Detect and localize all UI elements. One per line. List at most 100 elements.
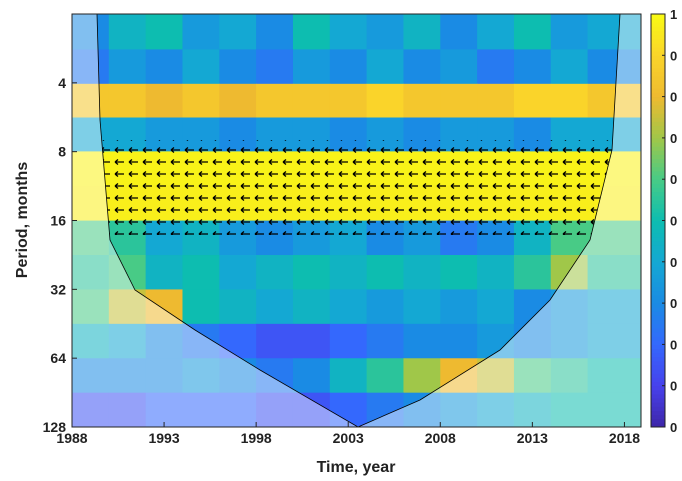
colorbar-swatch bbox=[651, 113, 665, 118]
cell bbox=[330, 324, 367, 359]
colorbar-swatch bbox=[651, 410, 665, 415]
colorbar-swatch bbox=[651, 142, 665, 147]
cell bbox=[146, 255, 183, 290]
colorbar-tick-label: 0 bbox=[670, 379, 677, 394]
colorbar-swatch bbox=[651, 303, 665, 308]
cell bbox=[477, 289, 514, 324]
cell bbox=[440, 255, 477, 290]
colorbar-swatch bbox=[651, 237, 665, 242]
colorbar-swatch bbox=[651, 402, 665, 407]
cell bbox=[403, 289, 440, 324]
colorbar-swatch bbox=[651, 377, 665, 382]
cell bbox=[403, 358, 440, 393]
colorbar-tick-label: 0 bbox=[670, 214, 677, 229]
cell bbox=[219, 49, 256, 84]
colorbar-swatch bbox=[651, 208, 665, 213]
y-tick-label: 32 bbox=[50, 281, 66, 297]
colorbar-swatch bbox=[651, 187, 665, 192]
colorbar-swatch bbox=[651, 361, 665, 366]
colorbar-swatch bbox=[651, 192, 665, 197]
colorbar-swatch bbox=[651, 274, 665, 279]
cell bbox=[256, 14, 293, 50]
colorbar-swatch bbox=[651, 183, 665, 188]
colorbar-swatch bbox=[651, 204, 665, 209]
colorbar-tick-label: 0 bbox=[670, 172, 677, 187]
colorbar-swatch bbox=[651, 39, 665, 44]
y-tick-label: 16 bbox=[50, 213, 66, 229]
colorbar-swatch bbox=[651, 163, 665, 168]
cell bbox=[367, 14, 404, 50]
colorbar-tick-label: 0 bbox=[670, 90, 677, 105]
cell bbox=[146, 49, 183, 84]
cell bbox=[293, 255, 330, 290]
cell bbox=[403, 84, 440, 118]
colorbar-swatch bbox=[651, 390, 665, 395]
colorbar-swatch bbox=[651, 365, 665, 370]
colorbar-tick-label: 0 bbox=[670, 255, 677, 270]
cell bbox=[109, 84, 146, 118]
colorbar-tick-label: 0 bbox=[670, 296, 677, 311]
cell bbox=[182, 255, 219, 290]
colorbar-swatch bbox=[651, 126, 665, 131]
y-axis-label: Period, months bbox=[14, 162, 31, 279]
colorbar-swatch bbox=[651, 105, 665, 110]
y-tick-label: 128 bbox=[43, 419, 67, 435]
cell bbox=[293, 324, 330, 359]
colorbar-swatch bbox=[651, 249, 665, 254]
colorbar-swatch bbox=[651, 80, 665, 85]
colorbar-tick-label: 0 bbox=[670, 131, 677, 146]
colorbar-swatch bbox=[651, 369, 665, 374]
colorbar-swatch bbox=[651, 159, 665, 164]
cell bbox=[440, 14, 477, 50]
cell bbox=[182, 84, 219, 118]
cell bbox=[367, 358, 404, 393]
colorbar-swatch bbox=[651, 307, 665, 312]
cell bbox=[403, 14, 440, 50]
colorbar-tick-label: 1 bbox=[670, 7, 677, 22]
cell bbox=[514, 14, 551, 50]
y-tick-label: 64 bbox=[50, 350, 66, 366]
cell bbox=[293, 49, 330, 84]
cell bbox=[182, 289, 219, 324]
cell bbox=[330, 14, 367, 50]
colorbar-swatch bbox=[651, 55, 665, 60]
colorbar-swatch bbox=[651, 31, 665, 36]
x-axis-label: Time, year bbox=[317, 459, 396, 476]
colorbar-swatch bbox=[651, 72, 665, 77]
cell bbox=[330, 84, 367, 118]
cell bbox=[403, 324, 440, 359]
colorbar-swatch bbox=[651, 266, 665, 271]
colorbar-swatch bbox=[651, 262, 665, 267]
cell bbox=[403, 255, 440, 290]
colorbar-swatch bbox=[651, 287, 665, 292]
colorbar-swatch bbox=[651, 88, 665, 93]
cell bbox=[293, 84, 330, 118]
colorbar-swatch bbox=[651, 47, 665, 52]
cell bbox=[440, 84, 477, 118]
cell bbox=[330, 255, 367, 290]
colorbar-swatch bbox=[651, 311, 665, 316]
x-tick-label: 2013 bbox=[517, 430, 548, 446]
colorbar-swatch bbox=[651, 101, 665, 106]
x-tick-label: 2003 bbox=[333, 430, 364, 446]
colorbar-swatch bbox=[651, 415, 665, 420]
cell bbox=[256, 84, 293, 118]
colorbar-swatch bbox=[651, 254, 665, 259]
colorbar-swatch bbox=[651, 18, 665, 23]
cell bbox=[219, 255, 256, 290]
x-tick-label: 1998 bbox=[241, 430, 272, 446]
colorbar-swatch bbox=[651, 221, 665, 226]
cell bbox=[330, 358, 367, 393]
colorbar-swatch bbox=[651, 291, 665, 296]
colorbar-swatch bbox=[651, 394, 665, 399]
cell bbox=[256, 324, 293, 359]
colorbar-swatch bbox=[651, 76, 665, 81]
colorbar-swatch bbox=[651, 344, 665, 349]
colorbar-swatch bbox=[651, 278, 665, 283]
colorbar-swatch bbox=[651, 229, 665, 234]
colorbar-tick-label: 0 bbox=[670, 420, 677, 435]
colorbar-swatch bbox=[651, 117, 665, 122]
colorbar-swatch bbox=[651, 336, 665, 341]
colorbar-swatch bbox=[651, 245, 665, 250]
